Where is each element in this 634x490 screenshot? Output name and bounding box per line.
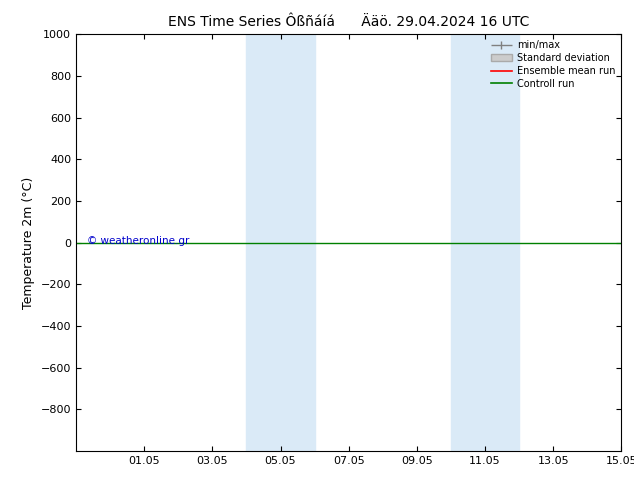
Bar bbox=[451, 34, 519, 451]
Title: ENS Time Series Ôßñáíá      Ääö. 29.04.2024 16 UTC: ENS Time Series Ôßñáíá Ääö. 29.04.2024 1… bbox=[168, 15, 529, 29]
Text: © weatheronline.gr: © weatheronline.gr bbox=[87, 236, 190, 246]
Y-axis label: Temperature 2m (°C): Temperature 2m (°C) bbox=[22, 176, 35, 309]
Legend: min/max, Standard deviation, Ensemble mean run, Controll run: min/max, Standard deviation, Ensemble me… bbox=[487, 36, 619, 93]
Bar bbox=[247, 34, 314, 451]
